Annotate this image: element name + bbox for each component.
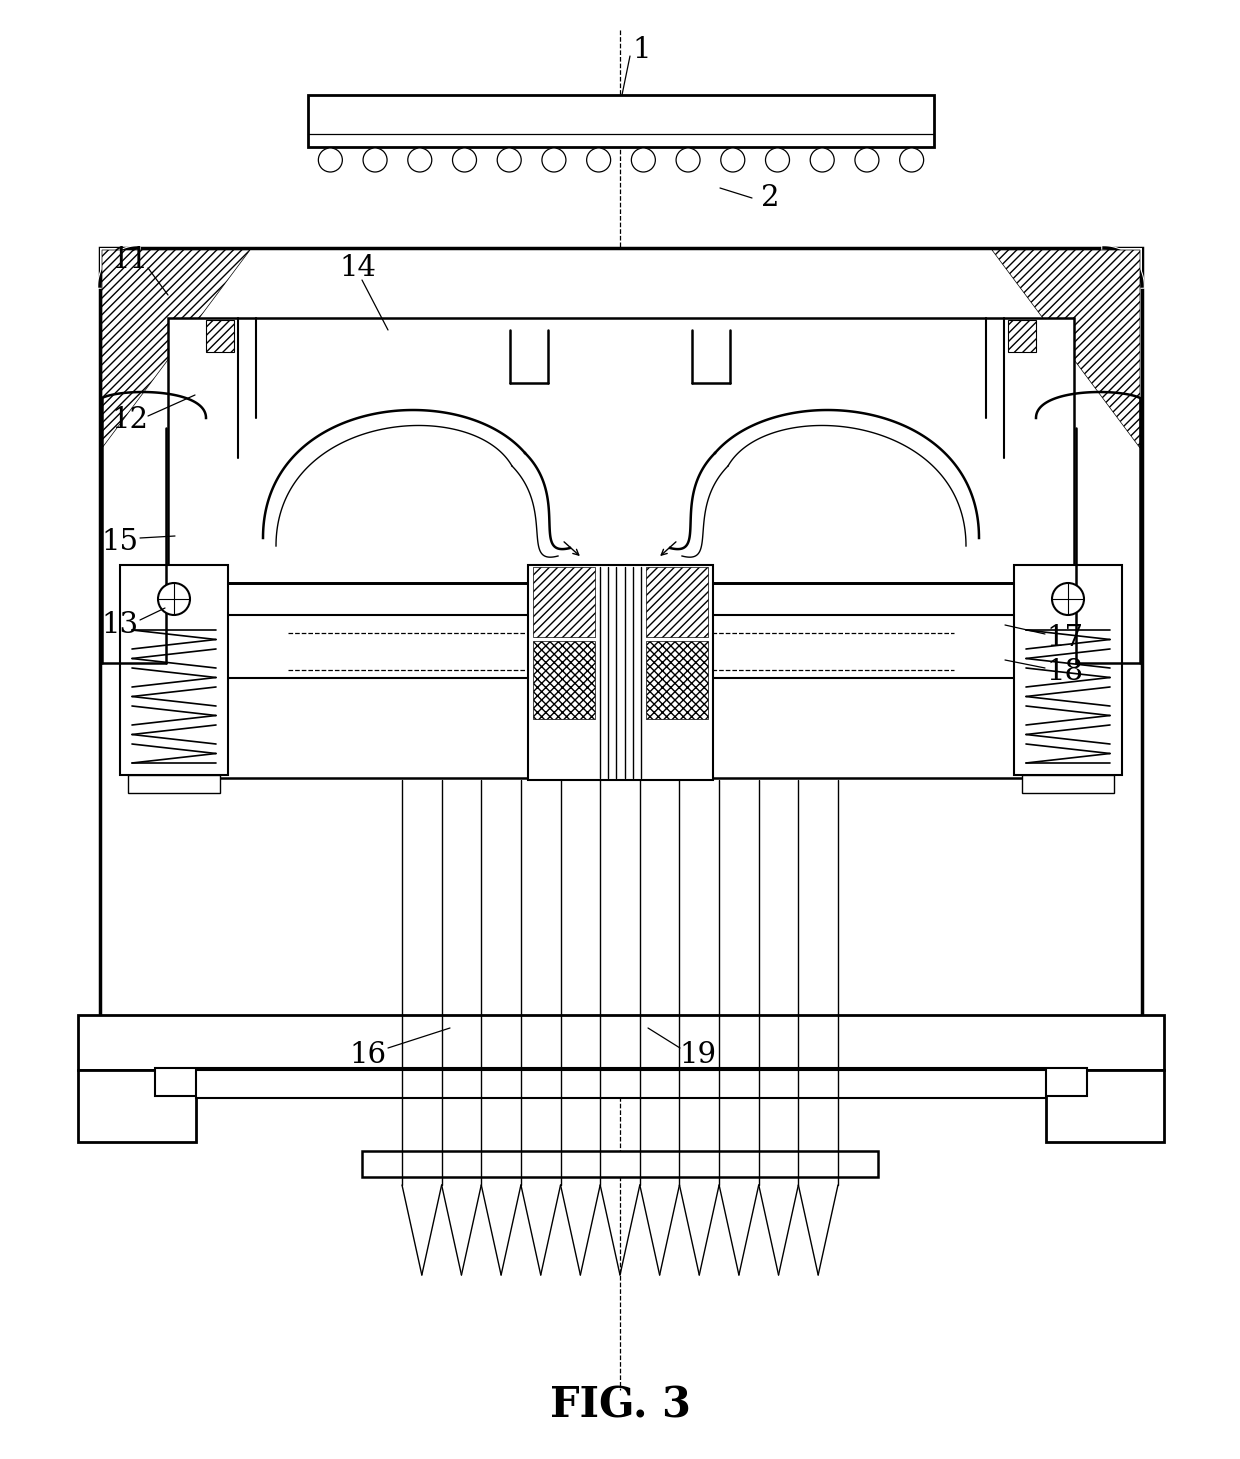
Bar [1047, 1069, 1164, 1142]
Bar [196, 1069, 1047, 1099]
Bar [308, 95, 934, 147]
Circle shape [810, 147, 835, 172]
Text: 14: 14 [340, 254, 377, 282]
Circle shape [319, 147, 342, 172]
Circle shape [453, 147, 476, 172]
Circle shape [676, 147, 701, 172]
Bar [533, 641, 595, 719]
Text: 12: 12 [112, 406, 149, 433]
Circle shape [720, 147, 745, 172]
Bar [78, 1015, 1164, 1069]
Text: 13: 13 [102, 611, 139, 639]
Bar [1014, 565, 1122, 775]
Text: 19: 19 [680, 1042, 717, 1069]
Polygon shape [102, 249, 138, 346]
Bar [533, 568, 595, 638]
Circle shape [765, 147, 790, 172]
Bar [128, 775, 219, 794]
Bar [167, 318, 1074, 584]
Bar [78, 1069, 196, 1142]
Polygon shape [102, 249, 250, 448]
Bar [646, 641, 708, 719]
Circle shape [854, 147, 879, 172]
Bar [100, 248, 1142, 1068]
Circle shape [587, 147, 610, 172]
Circle shape [900, 147, 924, 172]
Circle shape [363, 147, 387, 172]
Bar [1008, 320, 1035, 352]
Bar [120, 565, 228, 775]
Circle shape [631, 147, 656, 172]
Text: FIG. 3: FIG. 3 [549, 1385, 691, 1425]
Bar [646, 568, 708, 638]
Bar [206, 320, 234, 352]
Circle shape [497, 147, 521, 172]
Circle shape [542, 147, 565, 172]
Text: 17: 17 [1047, 624, 1084, 652]
Bar [155, 1068, 1087, 1096]
Text: 11: 11 [112, 247, 149, 274]
Circle shape [408, 147, 432, 172]
Polygon shape [992, 249, 1140, 448]
Text: 16: 16 [350, 1042, 387, 1069]
Text: 1: 1 [632, 36, 651, 64]
Text: 15: 15 [102, 528, 139, 556]
Bar [1022, 775, 1114, 794]
Bar [362, 1151, 878, 1177]
Bar [528, 565, 713, 781]
Text: 2: 2 [761, 184, 779, 212]
Circle shape [1052, 584, 1084, 616]
Bar [1104, 248, 1142, 286]
Text: 18: 18 [1047, 658, 1084, 686]
Bar [100, 248, 138, 286]
Circle shape [157, 584, 190, 616]
